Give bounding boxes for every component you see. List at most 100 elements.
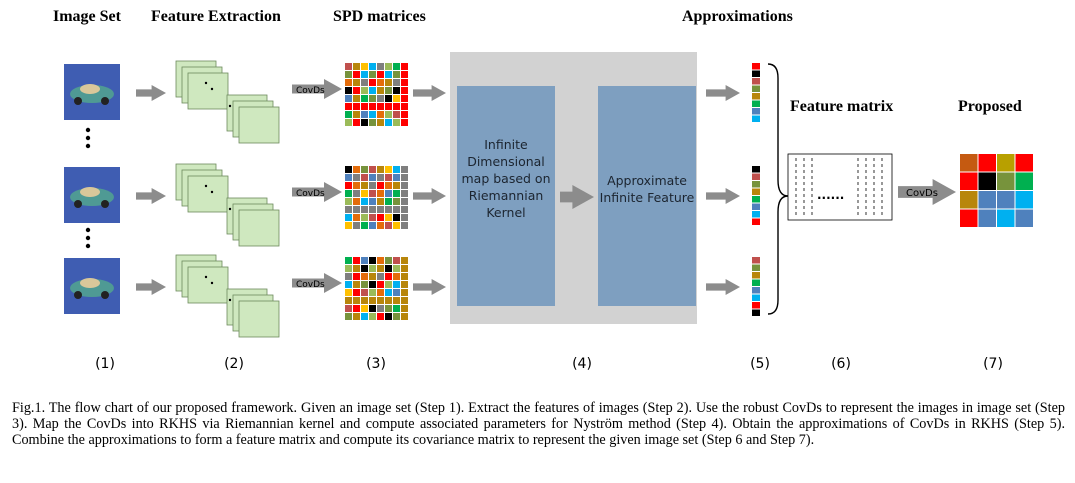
approx-vector-cell	[752, 264, 760, 271]
spd-cell	[393, 190, 400, 197]
spd-cell	[361, 297, 368, 304]
spd-cell	[385, 281, 392, 288]
spd-cell	[393, 257, 400, 264]
feature-matrix-dots: ......	[817, 188, 844, 202]
spd-cell	[345, 103, 352, 110]
spd-cell	[385, 103, 392, 110]
proposed-cell	[997, 209, 1015, 227]
spd-cell	[369, 174, 376, 181]
spd-cell	[385, 305, 392, 312]
spd-cell	[353, 71, 360, 78]
spd-cell	[401, 71, 408, 78]
proposed-cell	[1015, 209, 1033, 227]
spd-cell	[369, 166, 376, 173]
spd-cell	[377, 297, 384, 304]
proposed-cell	[997, 191, 1015, 209]
proposed-cell	[960, 172, 978, 190]
spd-cell	[369, 198, 376, 205]
feature-dot	[210, 190, 214, 194]
feature-matrix: ......	[787, 153, 893, 221]
spd-cell	[345, 289, 352, 296]
spd-cell	[385, 182, 392, 189]
spd-cell	[369, 87, 376, 94]
header-feature-extraction: Feature Extraction	[151, 8, 281, 25]
spd-cell	[353, 87, 360, 94]
spd-cell	[369, 222, 376, 229]
arrow-spd-to-rkhs	[413, 188, 446, 204]
approx-vector-cell	[752, 70, 760, 77]
proposed-cell	[1015, 172, 1033, 190]
spd-cell	[369, 214, 376, 221]
spd-cell	[369, 95, 376, 102]
spd-cell	[345, 273, 352, 280]
covds-arrow	[292, 79, 342, 99]
covds-label: CovDs	[296, 86, 325, 96]
spd-cell	[353, 79, 360, 86]
feature-page	[187, 72, 229, 110]
spd-cell	[369, 257, 376, 264]
spd-cell	[353, 281, 360, 288]
header-image-set: Image Set	[53, 8, 121, 25]
spd-cell	[385, 297, 392, 304]
spd-cell	[385, 206, 392, 213]
spd-cell	[345, 305, 352, 312]
covds-arrow	[292, 182, 342, 202]
approx-vector-cell	[752, 93, 760, 100]
proposed-cell	[978, 191, 996, 209]
spd-cell	[353, 305, 360, 312]
spd-cell	[401, 190, 408, 197]
spd-cell	[377, 119, 384, 126]
spd-cell	[377, 111, 384, 118]
feature-dot	[228, 104, 232, 108]
spd-cell	[385, 273, 392, 280]
approx-vector-cell	[752, 115, 760, 122]
spd-cell	[353, 273, 360, 280]
ellipsis-dot	[85, 143, 91, 149]
spd-cell	[393, 198, 400, 205]
spd-cell	[369, 182, 376, 189]
spd-cell	[345, 95, 352, 102]
spd-cell	[401, 182, 408, 189]
spd-cell	[345, 297, 352, 304]
spd-cell	[385, 257, 392, 264]
approx-vector-cell	[752, 211, 760, 218]
car-wheel	[101, 200, 109, 208]
spd-cell	[377, 63, 384, 70]
spd-cell	[377, 103, 384, 110]
spd-cell	[385, 222, 392, 229]
spd-cell	[345, 257, 352, 264]
spd-cell	[393, 79, 400, 86]
spd-cell	[361, 63, 368, 70]
spd-cell	[353, 214, 360, 221]
spd-cell	[361, 214, 368, 221]
arrow-rkhs-to-approx	[706, 188, 740, 204]
car-wheel	[74, 291, 82, 299]
covds-label: CovDs	[296, 189, 325, 199]
approx-vector-cell	[752, 287, 760, 294]
approx-vector-cell	[752, 188, 760, 195]
spd-cell	[401, 174, 408, 181]
spd-cell	[401, 214, 408, 221]
spd-cell	[385, 190, 392, 197]
spd-cell	[369, 71, 376, 78]
spd-cell	[401, 111, 408, 118]
arrow-image-to-features	[136, 188, 166, 204]
spd-cell	[361, 166, 368, 173]
spd-cell	[361, 198, 368, 205]
spd-cell	[361, 111, 368, 118]
feature-dot	[210, 87, 214, 91]
spd-cell	[393, 222, 400, 229]
spd-cell	[393, 289, 400, 296]
proposed-cell	[997, 154, 1015, 172]
spd-cell	[377, 289, 384, 296]
spd-cell	[401, 63, 408, 70]
spd-cell	[393, 214, 400, 221]
feature-dot	[204, 275, 208, 279]
spd-cell	[401, 166, 408, 173]
spd-cell	[377, 206, 384, 213]
step-label-6: (6)	[831, 356, 851, 372]
spd-cell	[393, 71, 400, 78]
spd-cell	[361, 313, 368, 320]
spd-cell	[369, 206, 376, 213]
